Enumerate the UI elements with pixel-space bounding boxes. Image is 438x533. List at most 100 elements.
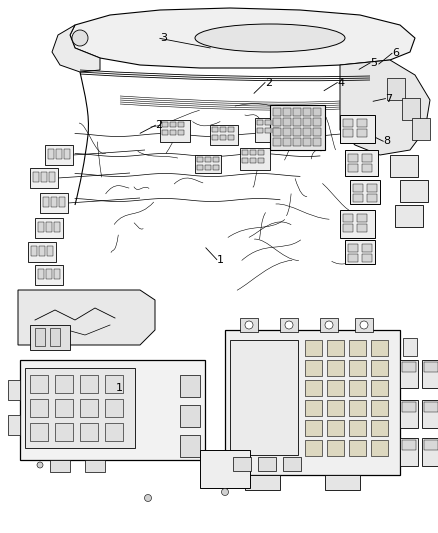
Bar [362, 154, 372, 162]
Bar [48, 149, 54, 159]
Bar [343, 119, 353, 127]
Bar [265, 128, 271, 133]
Bar [305, 380, 322, 396]
Bar [212, 127, 218, 132]
Bar [205, 157, 211, 162]
Bar [170, 130, 176, 135]
Bar [305, 340, 322, 356]
Bar [242, 150, 248, 155]
Bar [424, 402, 438, 412]
Bar [305, 440, 322, 456]
Bar [30, 375, 48, 393]
Bar [257, 120, 263, 125]
Bar [28, 242, 56, 262]
Bar [395, 205, 423, 227]
Circle shape [360, 321, 368, 329]
Bar [283, 138, 291, 146]
Bar [30, 399, 48, 417]
Bar [195, 155, 221, 173]
Circle shape [145, 495, 152, 502]
Bar [8, 415, 20, 435]
Bar [349, 360, 366, 376]
Bar [327, 400, 344, 416]
Bar [320, 318, 338, 332]
Bar [56, 149, 62, 159]
Bar [283, 457, 301, 471]
Bar [258, 158, 264, 163]
Bar [357, 129, 367, 137]
Bar [80, 423, 98, 441]
Bar [357, 224, 367, 232]
Bar [367, 194, 377, 202]
Bar [8, 380, 20, 400]
Bar [45, 145, 73, 165]
Bar [349, 400, 366, 416]
Bar [35, 218, 63, 238]
Bar [85, 460, 105, 472]
Bar [424, 362, 438, 372]
Bar [390, 155, 418, 177]
Bar [210, 125, 238, 145]
Bar [55, 399, 73, 417]
Circle shape [37, 462, 43, 468]
Bar [180, 405, 200, 427]
Bar [178, 122, 184, 127]
Bar [228, 127, 234, 132]
Bar [357, 119, 367, 127]
Bar [46, 269, 52, 279]
Bar [305, 420, 322, 436]
Bar [250, 150, 256, 155]
Bar [273, 138, 281, 146]
Circle shape [245, 321, 253, 329]
Bar [20, 360, 205, 460]
Bar [30, 168, 58, 188]
Text: 6: 6 [392, 49, 399, 58]
Bar [313, 108, 321, 116]
Bar [30, 423, 48, 441]
Bar [340, 115, 375, 143]
Bar [46, 222, 52, 232]
Bar [348, 154, 358, 162]
Bar [64, 149, 70, 159]
Polygon shape [70, 8, 415, 68]
Bar [371, 440, 388, 456]
Bar [400, 360, 418, 388]
Bar [250, 158, 256, 163]
Bar [387, 78, 405, 100]
Bar [343, 129, 353, 137]
Bar [162, 122, 168, 127]
Bar [197, 165, 203, 170]
Bar [293, 128, 301, 136]
Bar [51, 197, 57, 207]
Text: 1: 1 [116, 383, 123, 393]
Bar [55, 423, 73, 441]
Bar [35, 328, 45, 346]
Bar [343, 224, 353, 232]
Bar [327, 380, 344, 396]
Bar [162, 130, 168, 135]
Bar [245, 475, 280, 490]
Bar [39, 246, 45, 256]
Circle shape [222, 489, 229, 496]
Ellipse shape [195, 24, 345, 52]
Bar [25, 368, 135, 448]
Bar [273, 128, 281, 136]
Bar [402, 98, 420, 120]
Bar [327, 440, 344, 456]
Bar [170, 122, 176, 127]
Bar [180, 375, 200, 397]
Bar [220, 135, 226, 140]
Bar [180, 435, 200, 457]
Bar [197, 157, 203, 162]
Bar [240, 318, 258, 332]
Bar [327, 340, 344, 356]
Bar [228, 135, 234, 140]
Bar [355, 318, 373, 332]
Bar [348, 164, 358, 172]
Bar [371, 340, 388, 356]
Bar [205, 165, 211, 170]
Bar [293, 118, 301, 126]
Polygon shape [18, 290, 155, 345]
Bar [305, 360, 322, 376]
Bar [30, 325, 70, 350]
